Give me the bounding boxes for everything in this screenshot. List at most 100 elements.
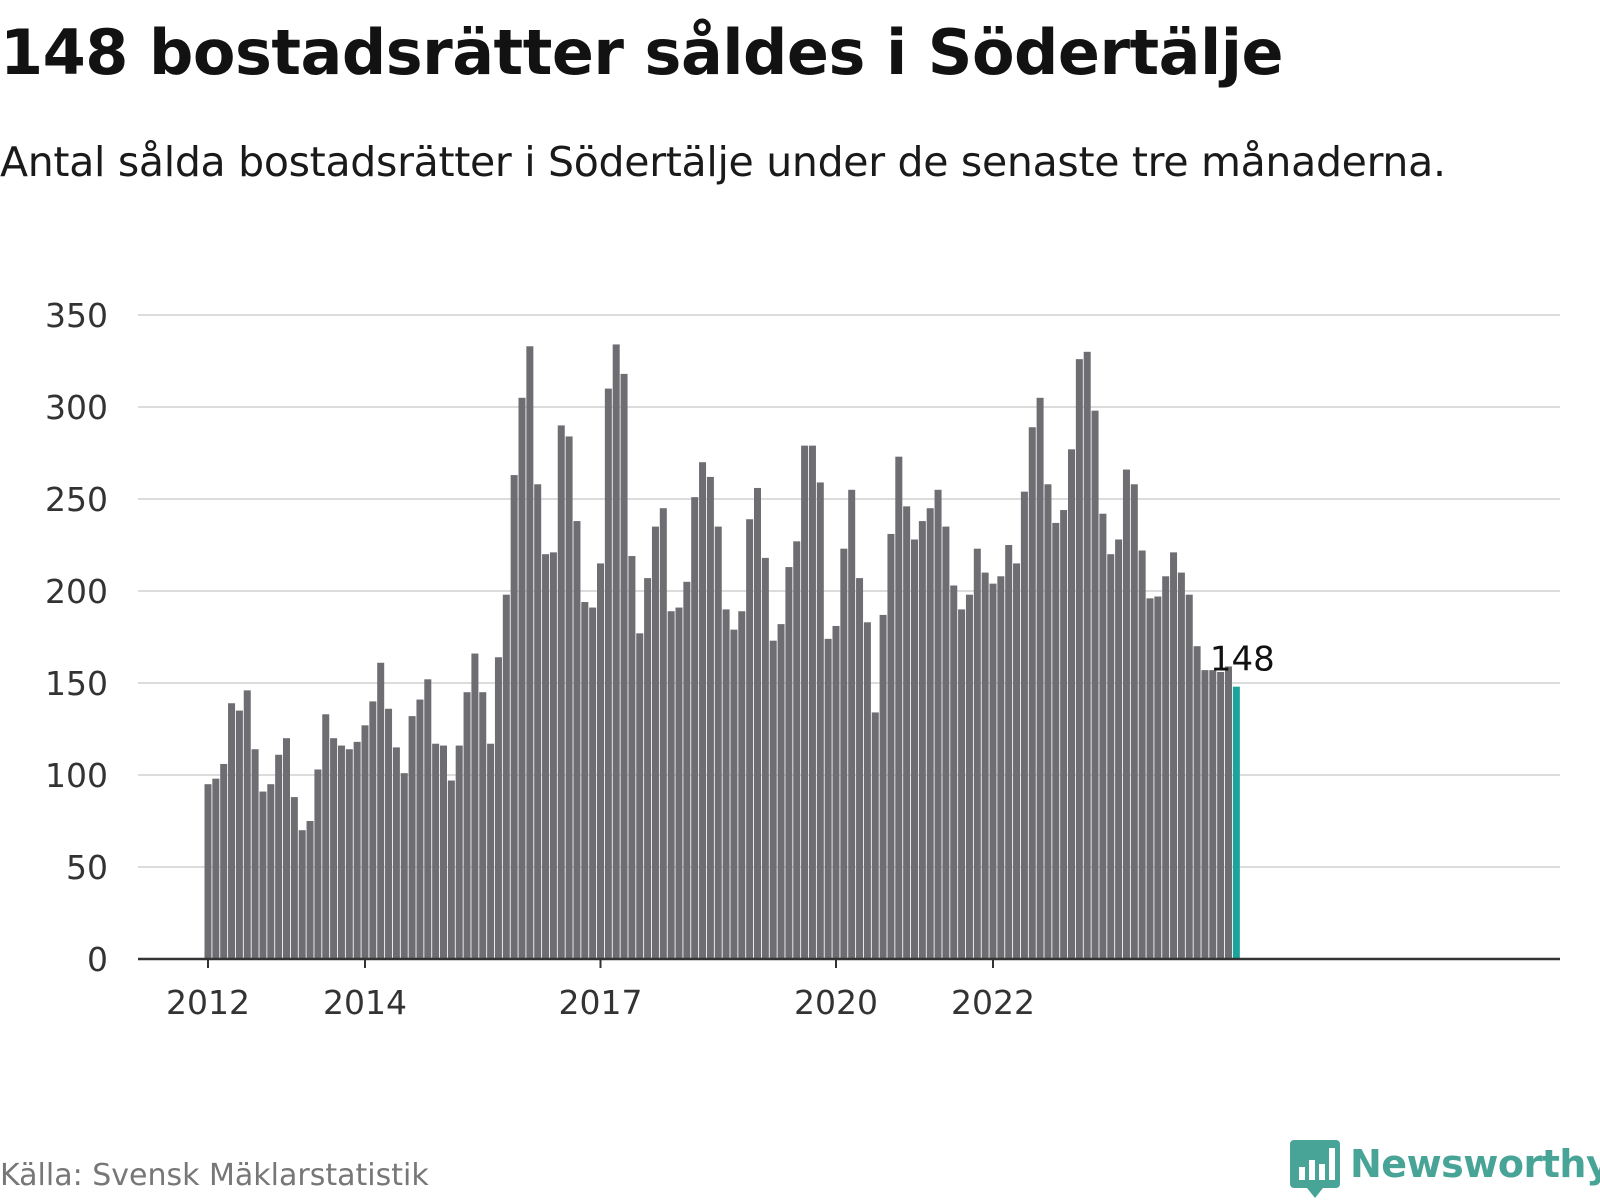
bar — [479, 692, 487, 959]
bar — [369, 701, 377, 959]
bar — [934, 489, 942, 959]
bar — [816, 482, 824, 959]
bar — [863, 622, 871, 959]
bar — [322, 714, 330, 959]
bar — [1193, 646, 1201, 959]
bar — [879, 614, 887, 959]
bar — [973, 548, 981, 959]
bar — [494, 657, 502, 959]
bar — [1028, 427, 1036, 959]
bar — [502, 594, 510, 959]
bar — [228, 703, 236, 959]
x-tick-label: 2017 — [559, 983, 643, 1020]
bar — [275, 754, 283, 959]
bar — [997, 576, 1005, 959]
bar — [251, 749, 259, 959]
bar — [306, 821, 314, 959]
bar — [1225, 666, 1232, 959]
y-tick-label: 50 — [66, 848, 108, 887]
bar — [471, 653, 479, 959]
annotations: 148 — [1210, 640, 1275, 680]
bar — [1099, 513, 1107, 959]
x-tick-label: 2014 — [323, 983, 407, 1020]
bar — [777, 624, 785, 959]
bar — [1107, 554, 1115, 959]
bar — [1020, 491, 1028, 959]
bar — [298, 830, 306, 959]
y-tick-label: 350 — [45, 296, 108, 335]
bar — [1170, 552, 1178, 959]
bar — [840, 548, 848, 959]
bar — [597, 563, 604, 959]
chart-subtitle: Antal sålda bostadsrätter i Södertälje u… — [0, 138, 1446, 186]
bar — [361, 725, 369, 959]
y-tick-label: 200 — [45, 572, 108, 611]
bar — [353, 741, 361, 959]
bar — [801, 445, 809, 959]
bar — [824, 638, 832, 959]
bar — [667, 611, 675, 959]
bar — [1083, 351, 1091, 959]
bar — [1052, 522, 1060, 959]
bar — [259, 791, 267, 959]
bar — [989, 583, 997, 959]
bar — [628, 556, 636, 959]
bar — [1075, 359, 1083, 959]
bar — [542, 554, 550, 959]
bar — [644, 578, 652, 959]
bar — [808, 445, 816, 959]
bars — [204, 344, 1240, 960]
y-tick-label: 0 — [87, 940, 108, 979]
bar — [557, 425, 565, 959]
bar — [746, 519, 754, 959]
bar — [1162, 576, 1170, 959]
y-tick-label: 150 — [45, 664, 108, 703]
bar — [314, 769, 322, 959]
bar — [738, 611, 746, 959]
x-tick-label: 2012 — [166, 983, 250, 1020]
bar — [620, 373, 628, 959]
bar — [942, 526, 950, 959]
bar — [243, 690, 251, 959]
bar — [416, 699, 424, 959]
bar — [1068, 449, 1075, 959]
bar — [377, 662, 385, 959]
bar — [871, 712, 879, 959]
brand-logo[interactable]: Newsworthy — [1290, 1140, 1600, 1200]
bar — [337, 745, 345, 959]
bar — [581, 602, 589, 959]
bar — [659, 508, 667, 959]
bar — [1115, 539, 1123, 959]
bar — [1044, 484, 1052, 959]
bar — [895, 456, 903, 959]
bar — [392, 747, 400, 959]
bar — [714, 526, 722, 959]
bar — [926, 508, 934, 959]
bar — [385, 708, 393, 959]
bar — [447, 780, 455, 959]
x-axis-ticks: 2012 2014 2017 2020 2022 — [166, 959, 1035, 1020]
bar — [604, 388, 612, 960]
bar — [887, 533, 895, 959]
bar — [1209, 670, 1217, 959]
bar — [424, 679, 432, 959]
bar — [463, 692, 471, 959]
bar — [848, 489, 856, 959]
bar — [1122, 469, 1130, 959]
bar-highlight — [1232, 686, 1240, 959]
bar — [1217, 671, 1225, 959]
bar — [730, 629, 738, 959]
chart-title: 148 bostadsrätter såldes i Södertälje — [0, 16, 1284, 89]
bar — [510, 475, 518, 959]
bar — [950, 585, 958, 959]
x-tick-label: 2022 — [951, 983, 1035, 1020]
bar — [283, 738, 290, 959]
bar — [267, 784, 275, 959]
bar — [699, 462, 707, 959]
bar — [918, 521, 926, 959]
bar — [683, 581, 691, 959]
bar — [526, 346, 534, 959]
y-axis-ticks: 0 50 100 150 200 250 300 350 — [45, 296, 108, 979]
bar — [534, 484, 542, 959]
